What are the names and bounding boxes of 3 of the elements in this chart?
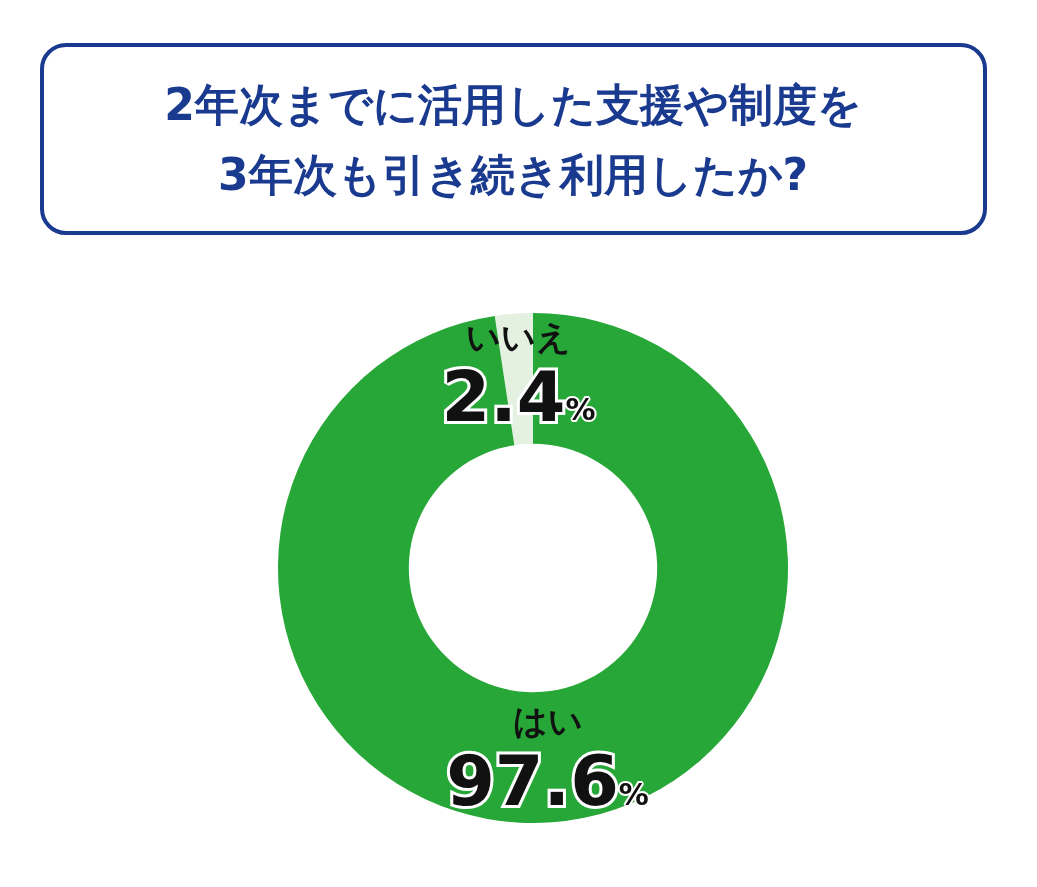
slice-label: はい [512, 701, 583, 742]
data-label: 97.6% [446, 740, 649, 823]
chart-title: 2年次までに活用した支援や制度を 3年次も引き続き利用したか? [164, 78, 862, 200]
